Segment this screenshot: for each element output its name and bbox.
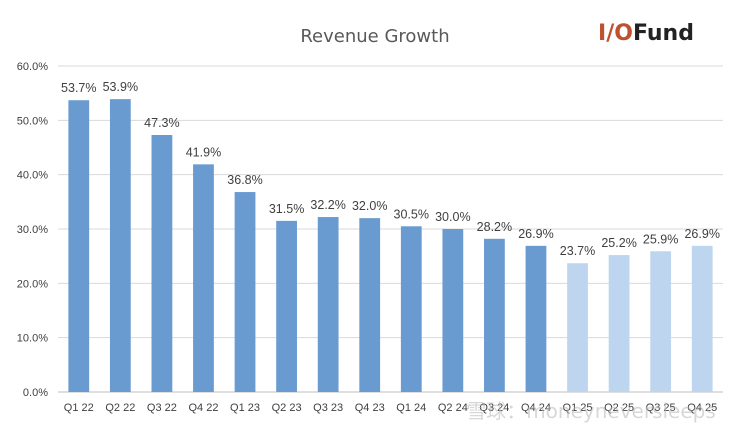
x-tick-label: Q2 23 bbox=[272, 402, 302, 414]
bar bbox=[68, 100, 90, 392]
data-label: 31.5% bbox=[269, 202, 304, 216]
x-axis: Q1 22 Q2 22 Q3 22 Q4 22 Q1 23 Q2 23 Q3 23 Q4 23… bbox=[64, 402, 717, 414]
bar bbox=[400, 226, 422, 392]
y-tick-label: 50.0% bbox=[17, 115, 48, 127]
y-tick-label: 40.0% bbox=[17, 170, 48, 182]
data-label: 28.2% bbox=[477, 220, 512, 234]
y-axis: 0.0% 10.0% 20.0% 30.0% 40.0% 50.0% 60.0% bbox=[17, 61, 48, 399]
bar bbox=[525, 245, 547, 392]
bar bbox=[359, 218, 381, 392]
data-label: 23.7% bbox=[560, 244, 595, 258]
x-tick-label: Q3 22 bbox=[147, 402, 177, 414]
y-tick-label: 60.0% bbox=[17, 61, 48, 73]
data-label: 36.8% bbox=[227, 173, 262, 187]
x-tick-label: Q3 23 bbox=[313, 402, 343, 414]
io-fund-logo-text: I/OFund bbox=[598, 21, 694, 46]
x-tick-label: Q1 22 bbox=[64, 402, 94, 414]
data-label: 25.9% bbox=[643, 232, 678, 246]
bar bbox=[234, 192, 256, 392]
watermark-text: 雪球：moneyneversleeps bbox=[466, 399, 716, 423]
data-label: 30.5% bbox=[394, 207, 429, 221]
x-tick-label: Q4 23 bbox=[355, 402, 385, 414]
data-label: 53.9% bbox=[103, 80, 138, 94]
y-tick-label: 0.0% bbox=[23, 387, 48, 399]
y-tick-label: 20.0% bbox=[17, 278, 48, 290]
bar bbox=[650, 251, 672, 392]
data-label: 53.7% bbox=[61, 81, 96, 95]
x-tick-label: Q2 22 bbox=[105, 402, 135, 414]
data-label: 32.2% bbox=[310, 198, 345, 212]
bars bbox=[68, 99, 713, 392]
x-tick-label: Q3 24 bbox=[479, 402, 509, 414]
y-tick-label: 10.0% bbox=[17, 333, 48, 345]
data-label: 41.9% bbox=[186, 145, 221, 159]
bar bbox=[567, 263, 588, 392]
y-tick-label: 30.0% bbox=[17, 224, 48, 236]
bar bbox=[151, 135, 173, 392]
data-label: 25.2% bbox=[601, 236, 636, 250]
bar bbox=[608, 255, 630, 392]
logo-part-fund: Fund bbox=[633, 21, 694, 46]
bar bbox=[484, 238, 505, 392]
x-tick-label: Q1 23 bbox=[230, 402, 260, 414]
x-tick-label: Q4 22 bbox=[188, 402, 218, 414]
data-label: 32.0% bbox=[352, 199, 387, 213]
x-tick-label: Q2 24 bbox=[438, 402, 468, 414]
data-label: 30.0% bbox=[435, 210, 470, 224]
data-label: 47.3% bbox=[144, 116, 179, 130]
x-tick-label: Q3 25 bbox=[646, 402, 676, 414]
bar bbox=[691, 245, 713, 392]
logo-part-io: I/O bbox=[598, 21, 633, 46]
data-label: 26.9% bbox=[684, 227, 719, 241]
bar bbox=[193, 164, 214, 392]
x-tick-label: Q4 25 bbox=[687, 402, 717, 414]
bar bbox=[442, 229, 464, 392]
x-tick-label: Q1 25 bbox=[563, 402, 593, 414]
x-tick-label: Q4 24 bbox=[521, 402, 551, 414]
io-fund-logo: I/OFund bbox=[598, 21, 694, 46]
x-tick-label: Q2 25 bbox=[604, 402, 634, 414]
data-label: 26.9% bbox=[518, 227, 553, 241]
bar bbox=[109, 99, 131, 392]
bar bbox=[317, 217, 339, 392]
x-tick-label: Q1 24 bbox=[396, 402, 426, 414]
bar bbox=[276, 220, 297, 392]
chart-title: Revenue Growth bbox=[300, 26, 449, 47]
data-labels: 53.7% 53.9% 47.3% 41.9% 36.8% 31.5% 32.2% 32.0%… bbox=[61, 80, 720, 258]
